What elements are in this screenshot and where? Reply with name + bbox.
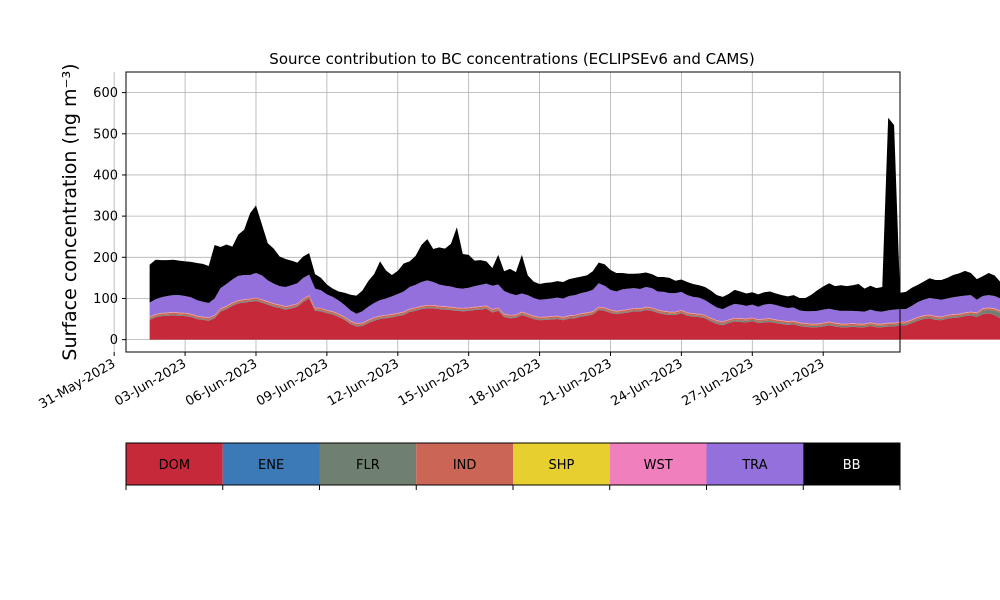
x-tick-label: 06-Jun-2023 [183,356,260,409]
x-tick-label: 27-Jun-2023 [679,356,756,409]
legend-label-bb: BB [843,458,861,473]
y-tick-label: 200 [93,251,118,266]
x-tick-label: 03-Jun-2023 [112,356,189,409]
plot-frame [125,71,901,353]
legend-swatch-flr [319,443,417,485]
legend-label-flr: FLR [356,458,380,473]
x-tick-label: 30-Jun-2023 [750,356,827,409]
legend-swatch-ind [416,443,513,485]
x-tick-label: 24-Jun-2023 [609,356,686,409]
area-series-tra [149,272,1000,324]
legend-swatch-shp [513,443,610,485]
x-tick-label: 18-Jun-2023 [467,356,544,409]
y-tick-label: 400 [93,168,118,183]
legend-swatch-ene [222,443,320,485]
legend-colorbar: DOM ENE FLR IND SHP WST TRA BB [125,442,901,490]
y-tick-label: 300 [93,210,118,225]
legend-label-tra: TRA [741,458,767,473]
chart-title: Source contribution to BC concentrations… [269,50,754,68]
x-axis-ticks: 31-May-202303-Jun-202306-Jun-202309-Jun-… [37,352,827,412]
y-axis-ticks: 0 100 200 300 400 500 600 [93,86,126,348]
legend-swatch-tra [706,443,804,485]
x-tick-label: 09-Jun-2023 [254,356,331,409]
y-tick-label: 0 [110,333,118,348]
x-tick-label: 31-May-2023 [37,356,119,412]
legend-label-dom: DOM [159,458,190,473]
area-series-bb [149,117,1000,314]
legend-swatch-wst [609,443,707,485]
legend-label-wst: WST [644,458,673,473]
legend-swatch-dom [126,443,223,485]
legend-swatch-bb [803,443,900,485]
legend-label-shp: SHP [548,458,574,473]
area-series-dom [149,298,1000,340]
y-tick-label: 600 [93,86,118,101]
x-tick-label: 21-Jun-2023 [538,356,615,409]
legend-label-ind: IND [453,458,477,473]
y-tick-label: 500 [93,127,118,142]
x-tick-label: 15-Jun-2023 [396,356,473,409]
legend-label-ene: ENE [258,458,284,473]
y-axis-label: Surface concentration (ng m⁻³) [59,63,81,360]
stacked-area-series [149,117,1000,340]
y-tick-label: 100 [93,292,118,307]
x-tick-label: 12-Jun-2023 [325,356,402,409]
